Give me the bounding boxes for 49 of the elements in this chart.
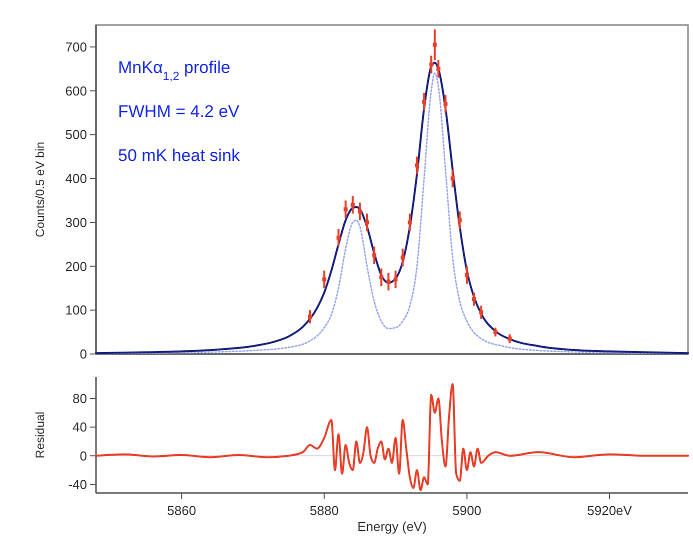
point — [379, 275, 384, 280]
point — [464, 273, 469, 278]
point — [432, 42, 437, 47]
x-tick-label: 5920eV — [587, 503, 632, 518]
y-tick-label: 200 — [65, 258, 87, 274]
y-tick-label: 700 — [65, 39, 87, 54]
line-series — [95, 383, 689, 492]
point — [508, 336, 512, 341]
x-tick-label: 5860 — [167, 503, 196, 518]
point — [400, 255, 405, 260]
point — [408, 220, 412, 224]
point — [493, 330, 498, 334]
y-tick-label: 100 — [65, 302, 87, 318]
point — [322, 277, 326, 282]
point — [443, 102, 448, 106]
annotation: FWHM = 4.2 eV — [118, 102, 240, 121]
point — [336, 236, 341, 240]
y-axis-title: Counts/0.5 eV bin — [33, 142, 47, 238]
x-tick-label: 5880 — [310, 503, 339, 518]
y-tick-label: 500 — [65, 127, 87, 142]
y-tick-label: 40 — [72, 420, 87, 435]
point — [372, 253, 376, 258]
point — [479, 310, 484, 314]
y-axis-title: Residual — [33, 412, 47, 458]
y-tick-label: 400 — [65, 171, 87, 186]
point — [458, 218, 462, 222]
x-tick-label: 5900 — [452, 503, 482, 518]
point — [414, 163, 419, 168]
point — [344, 207, 348, 212]
x-axis-title: Energy (eV) — [357, 519, 427, 534]
y-tick-label: 80 — [72, 391, 87, 406]
point — [429, 62, 434, 66]
point — [394, 277, 398, 282]
point — [386, 280, 390, 284]
point — [422, 100, 426, 104]
annotation: MnKα$_{1,2}$ profile — [118, 58, 230, 83]
point — [450, 176, 455, 181]
point — [436, 66, 440, 71]
y-tick-label: 0 — [80, 346, 87, 362]
point — [308, 314, 312, 319]
point — [358, 209, 362, 214]
point — [350, 202, 355, 207]
y-tick-label: 0 — [80, 448, 87, 464]
y-tick-label: 600 — [65, 83, 87, 98]
y-tick-label: -40 — [68, 476, 87, 492]
annotation: 50 mK heat sink — [118, 146, 240, 165]
point — [365, 220, 370, 224]
point — [472, 297, 476, 302]
y-tick-label: 300 — [65, 214, 87, 230]
